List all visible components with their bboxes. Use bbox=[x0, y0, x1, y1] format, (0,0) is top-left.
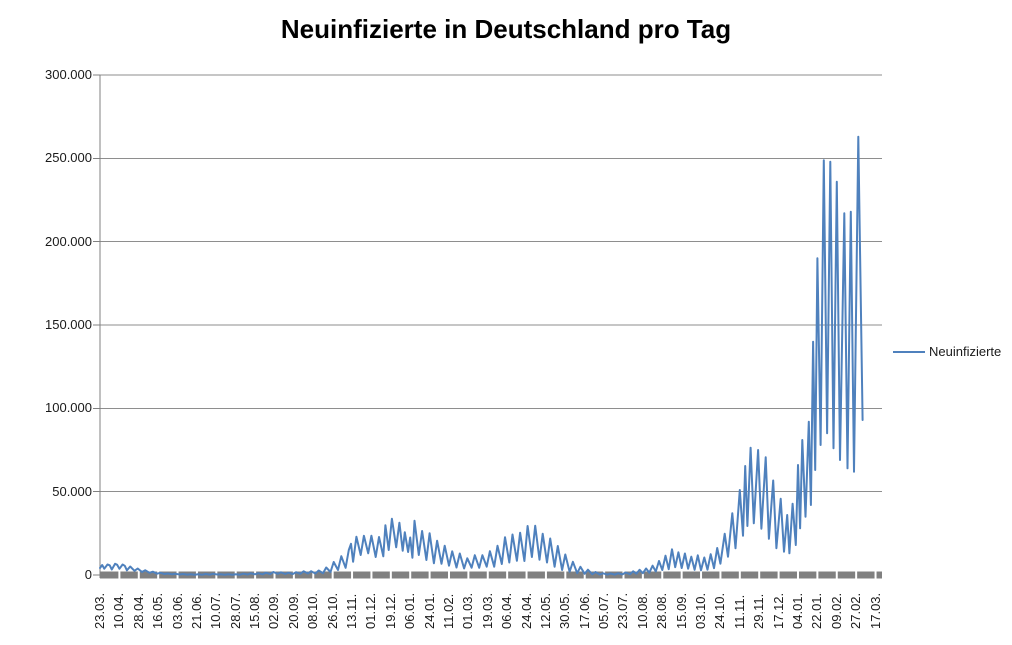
x-tick-gap bbox=[603, 571, 606, 579]
x-tick-gap bbox=[137, 571, 140, 579]
x-axis-band bbox=[100, 571, 882, 579]
x-tick-gap bbox=[506, 571, 509, 579]
x-tick-gap bbox=[622, 571, 625, 579]
x-axis-label: 20.09. bbox=[285, 592, 301, 629]
x-axis-label: 28.08. bbox=[654, 592, 670, 629]
x-axis-label: 01.12. bbox=[363, 592, 379, 629]
x-tick-gap bbox=[544, 571, 547, 579]
x-tick-gap bbox=[486, 571, 489, 579]
y-axis-label: 100.000 bbox=[45, 400, 92, 416]
x-axis-label: 01.03. bbox=[460, 592, 476, 629]
y-axis-label: 0 bbox=[84, 567, 92, 582]
x-axis-label: 05.07. bbox=[596, 592, 612, 629]
x-axis-label: 24.10. bbox=[712, 592, 728, 629]
x-tick-gap bbox=[855, 571, 858, 579]
x-axis-label: 10.08. bbox=[634, 592, 650, 629]
x-tick-gap bbox=[157, 571, 160, 579]
x-axis-label: 30.05. bbox=[557, 592, 573, 629]
x-tick-gap bbox=[777, 571, 780, 579]
series-line-neuinfizierte bbox=[99, 135, 864, 576]
legend-label: Neuinfizierte bbox=[929, 344, 1002, 359]
y-axis-label: 50.000 bbox=[52, 483, 92, 499]
y-axis-label: 200.000 bbox=[45, 233, 92, 249]
x-axis-label: 17.03. bbox=[867, 592, 883, 629]
x-axis-label: 06.04. bbox=[499, 592, 515, 629]
x-tick-gap bbox=[409, 571, 412, 579]
x-axis-label: 11.02. bbox=[440, 593, 456, 629]
x-axis-label: 13.11. bbox=[344, 593, 360, 629]
x-tick-gap bbox=[719, 571, 722, 579]
x-tick-gap bbox=[331, 571, 334, 579]
x-tick-gap bbox=[700, 571, 703, 579]
x-axis-label: 02.09. bbox=[266, 592, 282, 629]
x-tick-gap bbox=[680, 571, 683, 579]
x-axis-label: 12.05. bbox=[537, 592, 553, 629]
x-axis-label: 15.09. bbox=[673, 592, 689, 629]
x-tick-gap bbox=[312, 571, 315, 579]
x-axis-label: 27.02. bbox=[848, 592, 864, 629]
x-tick-gap bbox=[351, 571, 354, 579]
x-axis-label: 11.11. bbox=[731, 594, 747, 629]
x-tick-gap bbox=[641, 571, 644, 579]
x-tick-gap bbox=[564, 571, 567, 579]
x-tick-gap bbox=[796, 571, 799, 579]
legend: Neuinfizierte bbox=[893, 344, 1001, 359]
x-axis-label: 19.03. bbox=[479, 592, 495, 629]
x-axis-label: 08.10. bbox=[305, 592, 321, 629]
x-axis-label: 29.11. bbox=[751, 593, 767, 629]
x-axis-label: 24.04. bbox=[518, 592, 534, 629]
x-tick-gap bbox=[292, 571, 295, 579]
x-axis-label: 21.06. bbox=[188, 592, 204, 629]
x-axis-label: 23.07. bbox=[615, 592, 631, 629]
x-tick-gap bbox=[389, 571, 392, 579]
x-tick-gap bbox=[874, 571, 877, 579]
x-axis-label: 09.02. bbox=[828, 592, 844, 629]
x-tick-gap bbox=[118, 571, 121, 579]
y-axis-label: 300.000 bbox=[45, 67, 92, 82]
x-tick-gap bbox=[525, 571, 528, 579]
x-axis-label: 22.01. bbox=[809, 592, 825, 629]
x-axis-label: 03.06. bbox=[169, 592, 185, 629]
x-tick-gap bbox=[428, 571, 431, 579]
x-tick-gap bbox=[835, 571, 838, 579]
x-tick-gap bbox=[273, 571, 276, 579]
x-tick-gap bbox=[467, 571, 470, 579]
x-axis-label: 03.10. bbox=[693, 592, 709, 629]
x-axis-label: 10.07. bbox=[208, 592, 224, 629]
x-axis-label: 26.10. bbox=[324, 592, 340, 629]
x-axis-label: 10.04. bbox=[111, 592, 127, 629]
chart-title: Neuinfizierte in Deutschland pro Tag bbox=[280, 14, 732, 44]
x-tick-gap bbox=[447, 571, 450, 579]
x-tick-gap bbox=[583, 571, 586, 579]
x-axis-label: 04.01. bbox=[789, 592, 805, 629]
x-tick-gap bbox=[370, 571, 373, 579]
y-axis-label: 150.000 bbox=[45, 317, 92, 332]
x-axis-label: 28.07. bbox=[227, 592, 243, 629]
x-axis-label: 19.12. bbox=[382, 592, 398, 629]
x-tick-gap bbox=[738, 571, 741, 579]
y-axis-label: 250.000 bbox=[45, 150, 92, 166]
x-tick-gap bbox=[816, 571, 819, 579]
x-axis-label: 17.06. bbox=[576, 592, 592, 629]
x-axis-label: 06.01. bbox=[402, 592, 418, 629]
x-axis-label: 28.04. bbox=[130, 592, 146, 629]
x-axis-label: 23.03. bbox=[92, 592, 107, 629]
legend-line-swatch bbox=[893, 350, 925, 353]
x-axis-label: 17.12. bbox=[770, 592, 786, 629]
x-tick-gap bbox=[758, 571, 761, 579]
x-axis-label: 24.01. bbox=[421, 592, 437, 629]
x-tick-gap bbox=[661, 571, 664, 579]
x-axis-label: 15.08. bbox=[247, 592, 263, 629]
x-axis-label: 16.05. bbox=[150, 592, 166, 629]
